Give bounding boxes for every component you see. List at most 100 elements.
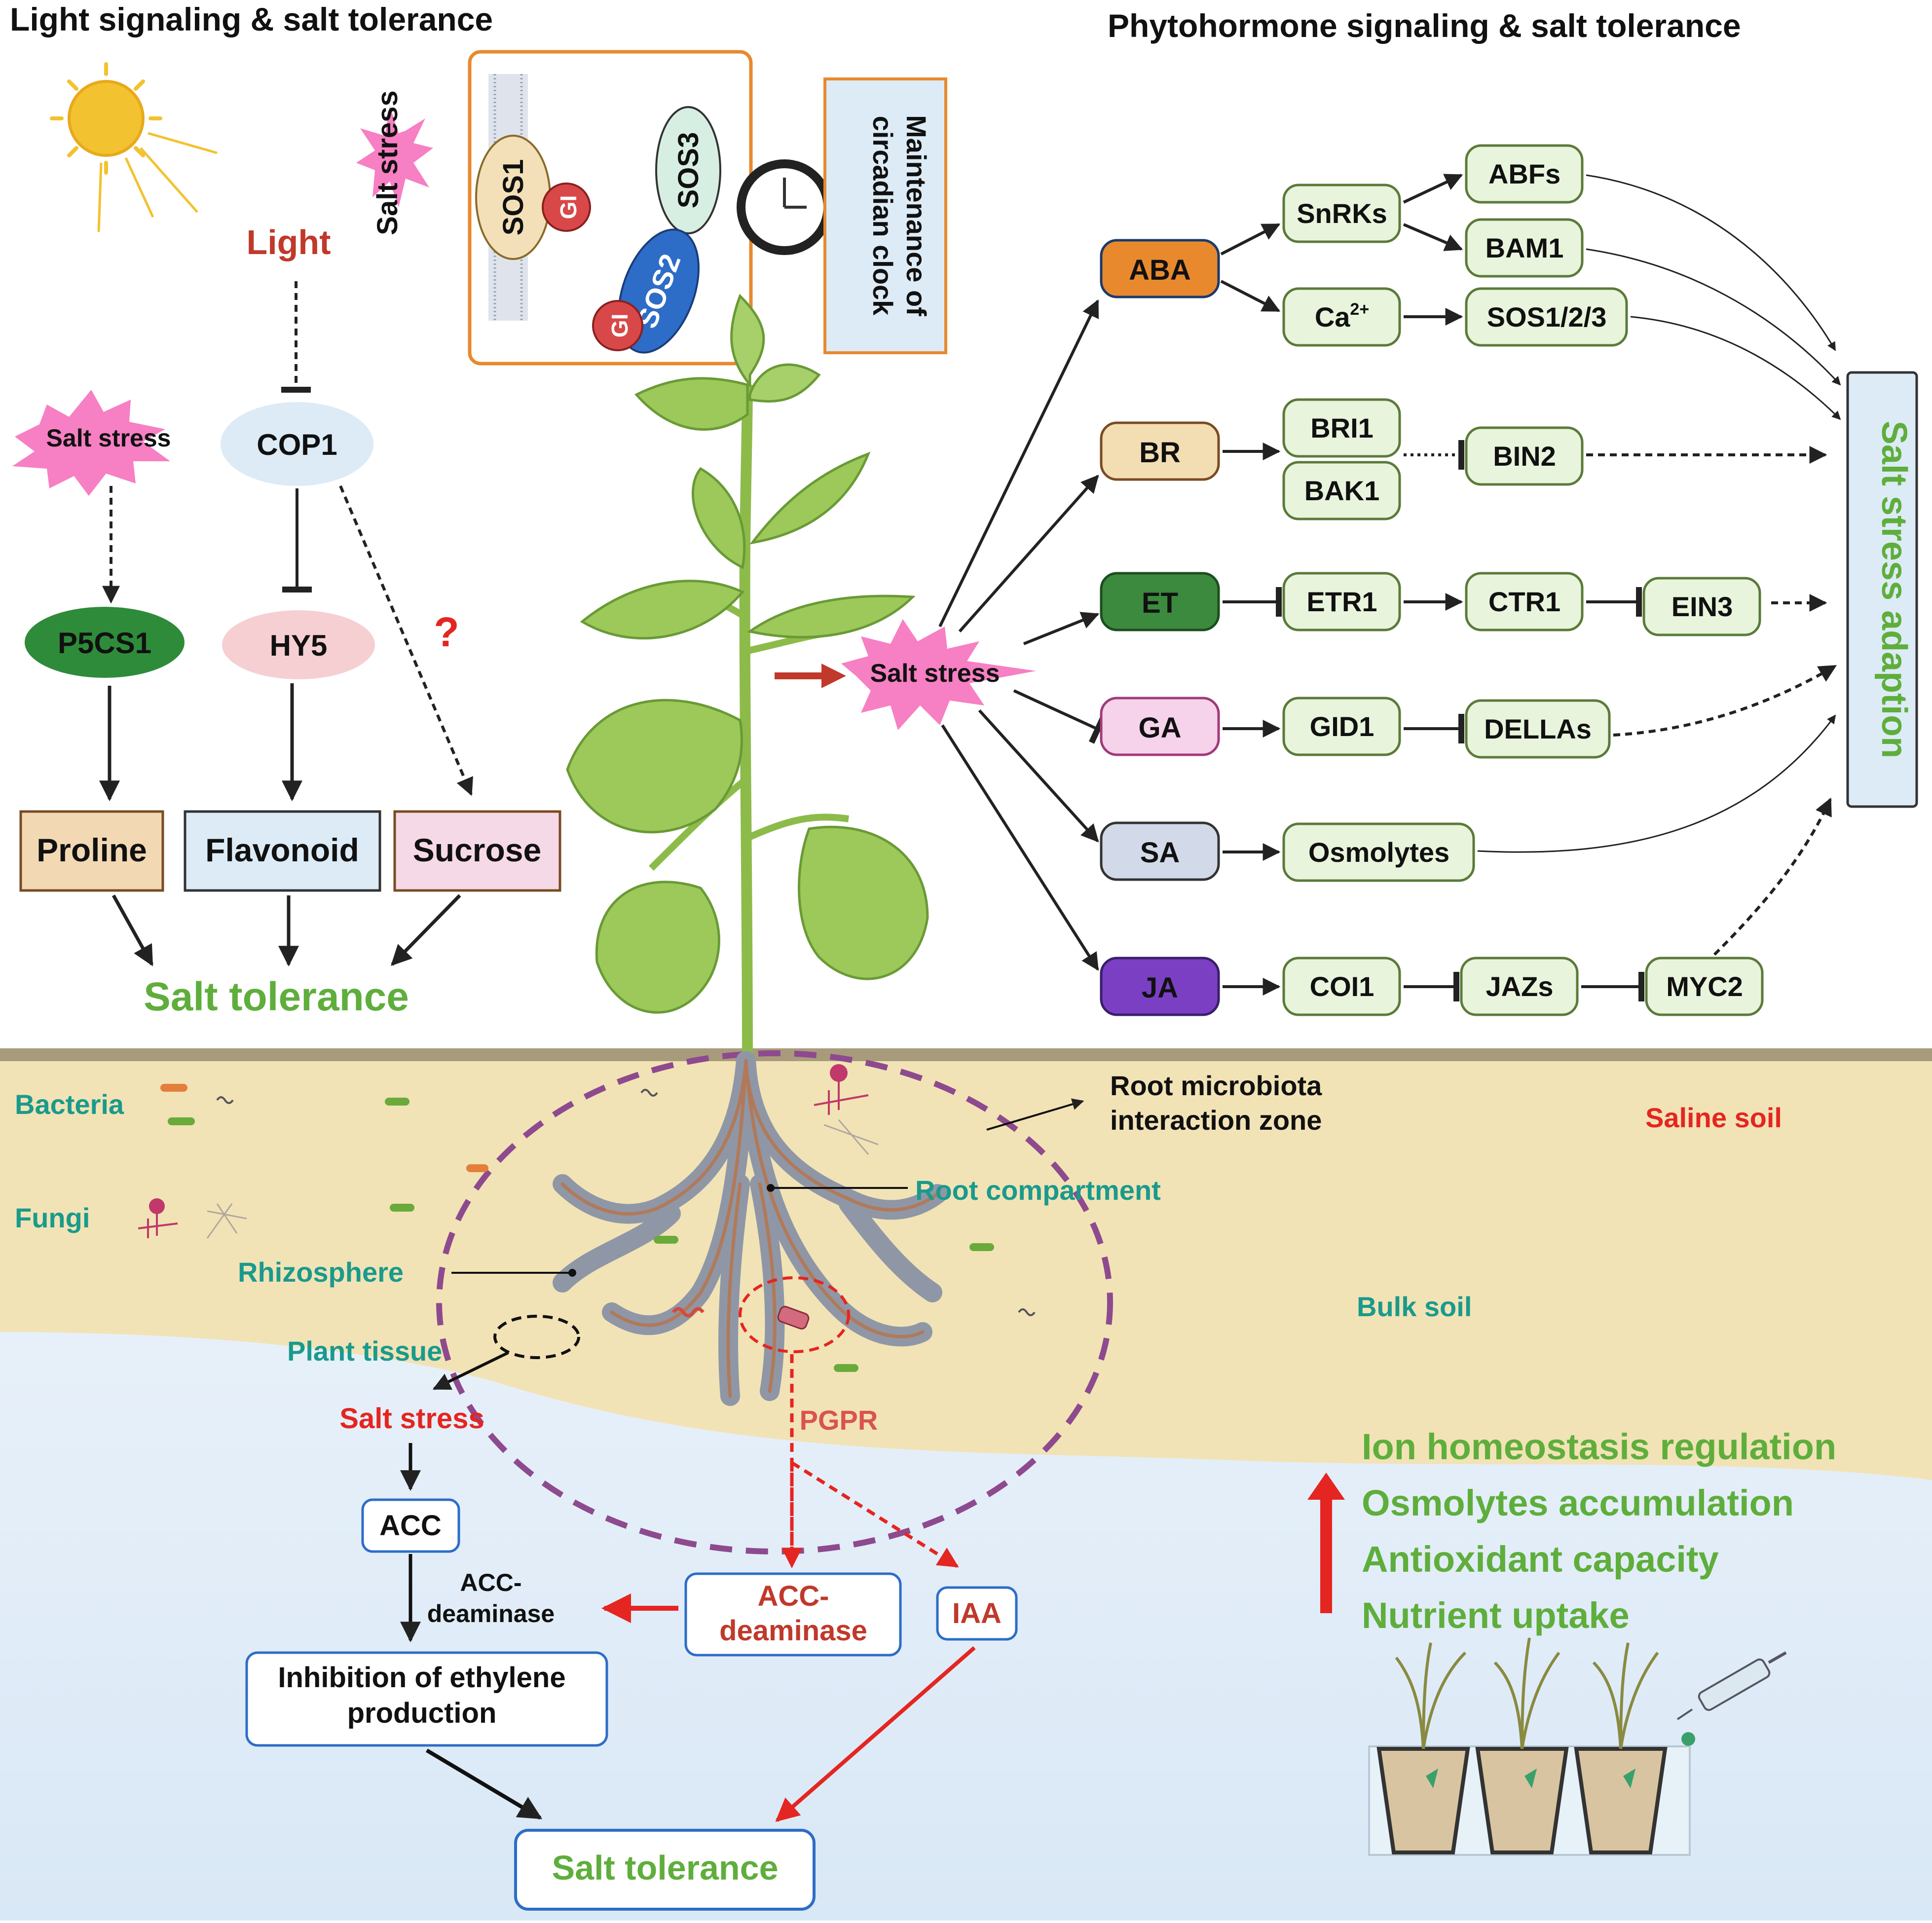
stress-to-sa-arrow xyxy=(978,709,1099,843)
node-etr1 xyxy=(1282,572,1401,631)
abfs-label: ABFs xyxy=(1488,158,1560,189)
hormone-et-label: ET xyxy=(1142,587,1178,619)
node-myc2 xyxy=(1645,957,1764,1016)
hormone-br-label: BR xyxy=(1139,437,1181,469)
salt-stress-left-label: Salt stress xyxy=(46,424,171,452)
salt-tolerance-top-label: Salt tolerance xyxy=(144,974,409,1019)
node-snrks xyxy=(1282,184,1401,243)
interaction-zone-ellipse xyxy=(436,1050,1113,1554)
bin2-label: BIN2 xyxy=(1493,441,1556,472)
stress-to-br-arrow xyxy=(958,475,1099,632)
node-ca xyxy=(1282,287,1401,347)
dellas-to-adaption-arrow xyxy=(1613,665,1837,737)
outcome-4: Nutrient uptake xyxy=(1362,1595,1630,1636)
question-mark: ? xyxy=(434,609,459,655)
ca-superscript: 2+ xyxy=(1350,300,1369,319)
bak1-label: BAK1 xyxy=(1304,475,1379,506)
zone-label-line2: interaction zone xyxy=(1110,1105,1322,1136)
hormone-aba-label: ABA xyxy=(1129,254,1191,286)
plant-illustration xyxy=(566,294,929,1056)
p5cs1-node xyxy=(25,607,185,678)
stress-to-ja-arrow xyxy=(941,724,1099,971)
node-coi1 xyxy=(1282,957,1401,1016)
salt-stress-top-label: Salt stress xyxy=(372,90,404,235)
fungi-label: Fungi xyxy=(15,1202,90,1233)
zone-label-line1: Root microbiota xyxy=(1110,1070,1322,1101)
plant-tissue-label: Plant tissue xyxy=(287,1335,442,1367)
node-bak1 xyxy=(1282,461,1401,520)
gi-label-2: GI xyxy=(607,314,632,338)
gi-label-1: GI xyxy=(556,195,581,220)
salt-stress-bottom-label: Salt stress xyxy=(339,1403,484,1435)
bam1-label: BAM1 xyxy=(1486,232,1564,263)
outcome-1: Ion homeostasis regulation xyxy=(1362,1426,1836,1467)
plant-tissue-circle xyxy=(493,1315,580,1359)
bacteria-label: Bacteria xyxy=(15,1089,124,1120)
salt-stress-burst-top: Salt stress xyxy=(356,90,433,235)
hormone-aba xyxy=(1100,239,1220,298)
flavonoid-box xyxy=(184,810,381,892)
pgpr-bacterium-icon xyxy=(777,1306,810,1330)
iaa-label: IAA xyxy=(952,1597,1002,1629)
adaption-label: Salt stress adaption xyxy=(1874,421,1914,758)
gi-protein-1 xyxy=(542,183,591,232)
stress-inhibits-ga-arrow xyxy=(1013,689,1107,744)
snrks-to-abfs-arrow xyxy=(1403,174,1463,204)
circadian-label-1: Maintenance of xyxy=(901,115,932,316)
inhibition-label-2: production xyxy=(347,1697,497,1729)
stress-to-et-arrow xyxy=(1023,612,1100,645)
salt-tolerance-bottom-box xyxy=(514,1829,816,1911)
salt-stress-burst-left: Salt stress xyxy=(12,390,171,496)
acc-label: ACC xyxy=(379,1510,442,1542)
sucrose-to-tolerance-arrow xyxy=(391,894,461,966)
ctr1-label: CTR1 xyxy=(1488,586,1560,617)
gi-protein-2 xyxy=(592,300,643,351)
node-osmolytes xyxy=(1282,822,1475,882)
outcome-2: Osmolytes accumulation xyxy=(1362,1482,1794,1523)
root-compartment-label: Root compartment xyxy=(915,1175,1161,1206)
hormone-ja-label: JA xyxy=(1142,972,1178,1004)
tissue-to-salt-arrow xyxy=(432,1351,509,1390)
sucrose-label: Sucrose xyxy=(413,832,541,868)
acc-deaminase-small-1: ACC- xyxy=(460,1569,522,1596)
aba-to-snrks-arrow xyxy=(1220,223,1281,256)
hy5-node xyxy=(222,610,375,679)
coi1-label: COI1 xyxy=(1310,971,1375,1002)
proline-label: Proline xyxy=(37,832,147,868)
circadian-box xyxy=(823,77,947,354)
root-compartment-dot xyxy=(767,1184,775,1192)
jazs-label: JAZs xyxy=(1486,971,1554,1002)
salt-stress-center-label: Salt stress xyxy=(870,659,1000,688)
acc-deaminase-small-2: deaminase xyxy=(427,1600,555,1627)
acc-deaminase-box-label-2: deaminase xyxy=(719,1615,867,1647)
syringe-icon xyxy=(1676,1651,1787,1746)
iaa-box xyxy=(936,1586,1018,1641)
soil-surface-line xyxy=(0,1048,1932,1061)
bam1-to-adaption-arrow xyxy=(1586,248,1841,386)
bri1-label: BRI1 xyxy=(1310,412,1374,444)
root-system xyxy=(553,1051,947,1406)
hormone-ga xyxy=(1100,697,1220,756)
light-label: Light xyxy=(246,223,331,261)
osmolytes-to-adaption-arrow xyxy=(1477,714,1836,853)
node-jazs xyxy=(1460,957,1579,1016)
node-ctr1 xyxy=(1465,572,1584,631)
light-section-title: Light signaling & salt tolerance xyxy=(10,1,493,37)
dellas-label: DELLAs xyxy=(1484,713,1592,744)
hormone-sa xyxy=(1100,821,1220,881)
stress-to-aba-arrow xyxy=(938,299,1099,628)
outcome-3: Antioxidant capacity xyxy=(1362,1539,1719,1580)
acc-deaminase-box xyxy=(684,1572,902,1657)
soil-region xyxy=(0,1053,1932,1480)
rhizosphere-dot xyxy=(568,1269,576,1277)
bacteria-icons xyxy=(160,1084,1036,1372)
p5cs1-label: P5CS1 xyxy=(58,627,151,660)
sucrose-box xyxy=(393,810,561,892)
hormone-br xyxy=(1100,421,1220,481)
proline-box xyxy=(19,810,164,892)
hormone-ja xyxy=(1100,957,1220,1016)
zone-callout-arrow xyxy=(986,1098,1084,1131)
abfs-to-adaption-arrow xyxy=(1586,174,1836,351)
pgpr-label: PGPR xyxy=(800,1405,878,1436)
